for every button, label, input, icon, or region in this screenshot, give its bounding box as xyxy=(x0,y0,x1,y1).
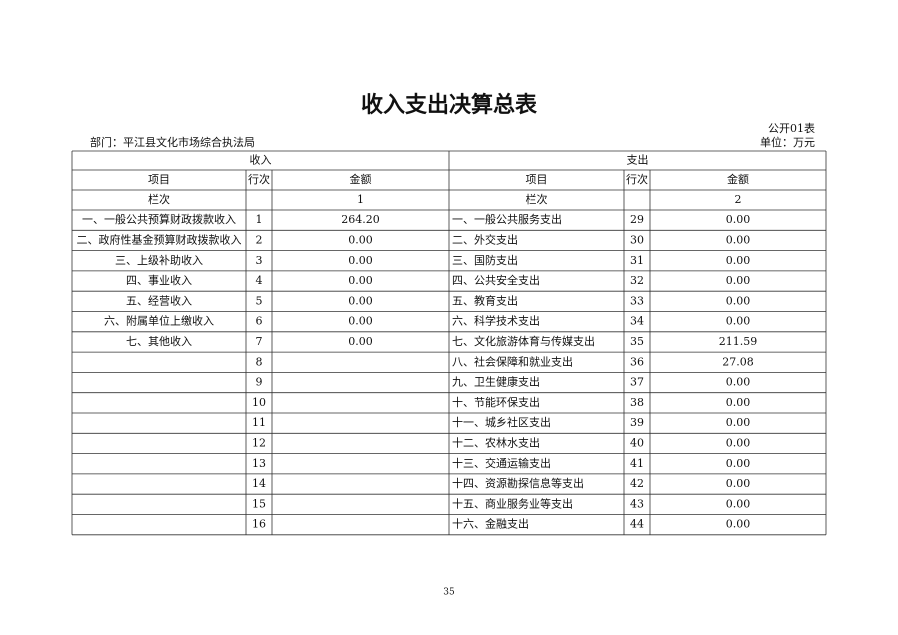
table-cell: 0.00 xyxy=(726,315,751,328)
table-cell: 38 xyxy=(630,396,644,409)
table-cell: 40 xyxy=(630,436,644,449)
table-cell: 0.00 xyxy=(348,254,373,267)
table-cell: 14 xyxy=(252,477,266,490)
table-cell: 十五、商业服务业等支出 xyxy=(452,496,573,510)
table-cell: 0.00 xyxy=(348,233,373,246)
table-cell: 三、上级补助收入 xyxy=(115,253,203,267)
table-cell: 十二、农林水支出 xyxy=(452,435,540,449)
table-cell: 八、社会保障和就业支出 xyxy=(452,354,573,368)
table-cell: 0.00 xyxy=(726,477,751,490)
table-cell: 七、其他收入 xyxy=(126,334,192,348)
section-header: 收入 xyxy=(250,153,272,167)
table-cell: 0.00 xyxy=(726,233,751,246)
table-cell: 10 xyxy=(252,396,266,409)
table-cell: 11 xyxy=(252,416,266,429)
title: 收入支出决算总表 xyxy=(361,92,538,118)
table-cell: 264.20 xyxy=(341,213,380,226)
table-cell: 二、政府性基金预算财政拨款收入 xyxy=(77,232,242,246)
table-cell: 34 xyxy=(630,315,644,328)
table-cell: 32 xyxy=(630,274,644,287)
table-cell: 33 xyxy=(630,294,644,307)
table-cell: 37 xyxy=(630,376,644,389)
table-cell: 39 xyxy=(630,416,644,429)
table-cell: 四、公共安全支出 xyxy=(452,273,540,287)
table-cell: 六、附属单位上缴收入 xyxy=(104,314,214,328)
table-cell: 15 xyxy=(252,497,266,510)
table-cell: 一、一般公共服务支出 xyxy=(452,212,562,226)
table-cell: 0.00 xyxy=(726,213,751,226)
table-cell: 43 xyxy=(630,497,644,510)
table-cell: 42 xyxy=(630,477,644,490)
table-cell: 0.00 xyxy=(726,518,751,531)
table-cell: 0.00 xyxy=(726,274,751,287)
table-cell: 六、科学技术支出 xyxy=(452,314,540,328)
table-cell: 1 xyxy=(256,213,263,226)
table-cell: 27.08 xyxy=(722,355,754,368)
table-cell: 0.00 xyxy=(726,416,751,429)
column-index: 1 xyxy=(357,193,364,206)
column-header: 金额 xyxy=(350,172,372,186)
column-header: 行次 xyxy=(248,172,270,186)
column-index: 2 xyxy=(735,193,742,206)
table-cell: 十、节能环保支出 xyxy=(452,395,540,409)
column-header: 项目 xyxy=(148,173,170,186)
table-cell: 三、国防支出 xyxy=(452,253,518,267)
table-cell: 4 xyxy=(256,274,263,287)
table-cell: 0.00 xyxy=(348,315,373,328)
table-cell: 211.59 xyxy=(719,335,758,348)
table-cell: 41 xyxy=(630,457,644,470)
column-header: 行次 xyxy=(626,172,648,186)
table-cell: 一、一般公共预算财政拨款收入 xyxy=(82,212,236,226)
page-number: 35 xyxy=(443,588,455,598)
table-cell: 七、文化旅游体育与传媒支出 xyxy=(452,334,595,348)
table-cell: 13 xyxy=(252,457,266,470)
unit: 单位：万元 xyxy=(760,135,815,149)
table-cell: 五、经营收入 xyxy=(126,293,192,307)
table-cell: 7 xyxy=(256,335,263,348)
department: 部门：平江县文化市场综合执法局 xyxy=(90,135,255,149)
table-cell: 12 xyxy=(252,436,266,449)
table-cell: 九、卫生健康支出 xyxy=(452,375,540,389)
table-cell: 0.00 xyxy=(726,457,751,470)
table-cell: 0.00 xyxy=(726,436,751,449)
form-number: 公开01表 xyxy=(768,121,815,135)
column-header: 金额 xyxy=(727,172,749,186)
table-cell: 0.00 xyxy=(348,335,373,348)
table-cell: 十四、资源勘探信息等支出 xyxy=(452,476,584,490)
table-cell: 十一、城乡社区支出 xyxy=(452,415,551,429)
table-cell: 0.00 xyxy=(726,376,751,389)
table-cell: 3 xyxy=(256,254,263,267)
column-index: 栏次 xyxy=(526,192,548,206)
table-cell: 35 xyxy=(630,335,644,348)
table-cell: 五、教育支出 xyxy=(452,293,518,307)
table-cell: 9 xyxy=(256,376,263,389)
table-cell: 十六、金融支出 xyxy=(452,517,529,531)
column-header: 项目 xyxy=(526,173,548,186)
table-cell: 5 xyxy=(256,294,263,307)
table-cell: 2 xyxy=(256,233,263,246)
table-cell: 0.00 xyxy=(726,294,751,307)
table-cell: 6 xyxy=(256,315,263,328)
table-cell: 44 xyxy=(630,518,644,531)
table-cell: 十三、交通运输支出 xyxy=(452,456,551,470)
table-cell: 二、外交支出 xyxy=(452,232,518,246)
table-cell: 31 xyxy=(630,254,644,267)
table-cell: 0.00 xyxy=(726,497,751,510)
table-cell: 0.00 xyxy=(726,254,751,267)
section-header: 支出 xyxy=(627,153,649,167)
column-index: 栏次 xyxy=(148,192,170,206)
table-cell: 0.00 xyxy=(726,396,751,409)
table-cell: 29 xyxy=(630,213,644,226)
table-cell: 0.00 xyxy=(348,274,373,287)
table-cell: 四、事业收入 xyxy=(126,273,192,287)
table-cell: 36 xyxy=(630,355,644,368)
table-cell: 16 xyxy=(252,518,266,531)
table-cell: 8 xyxy=(256,355,263,368)
table-cell: 30 xyxy=(630,233,644,246)
table-cell: 0.00 xyxy=(348,294,373,307)
